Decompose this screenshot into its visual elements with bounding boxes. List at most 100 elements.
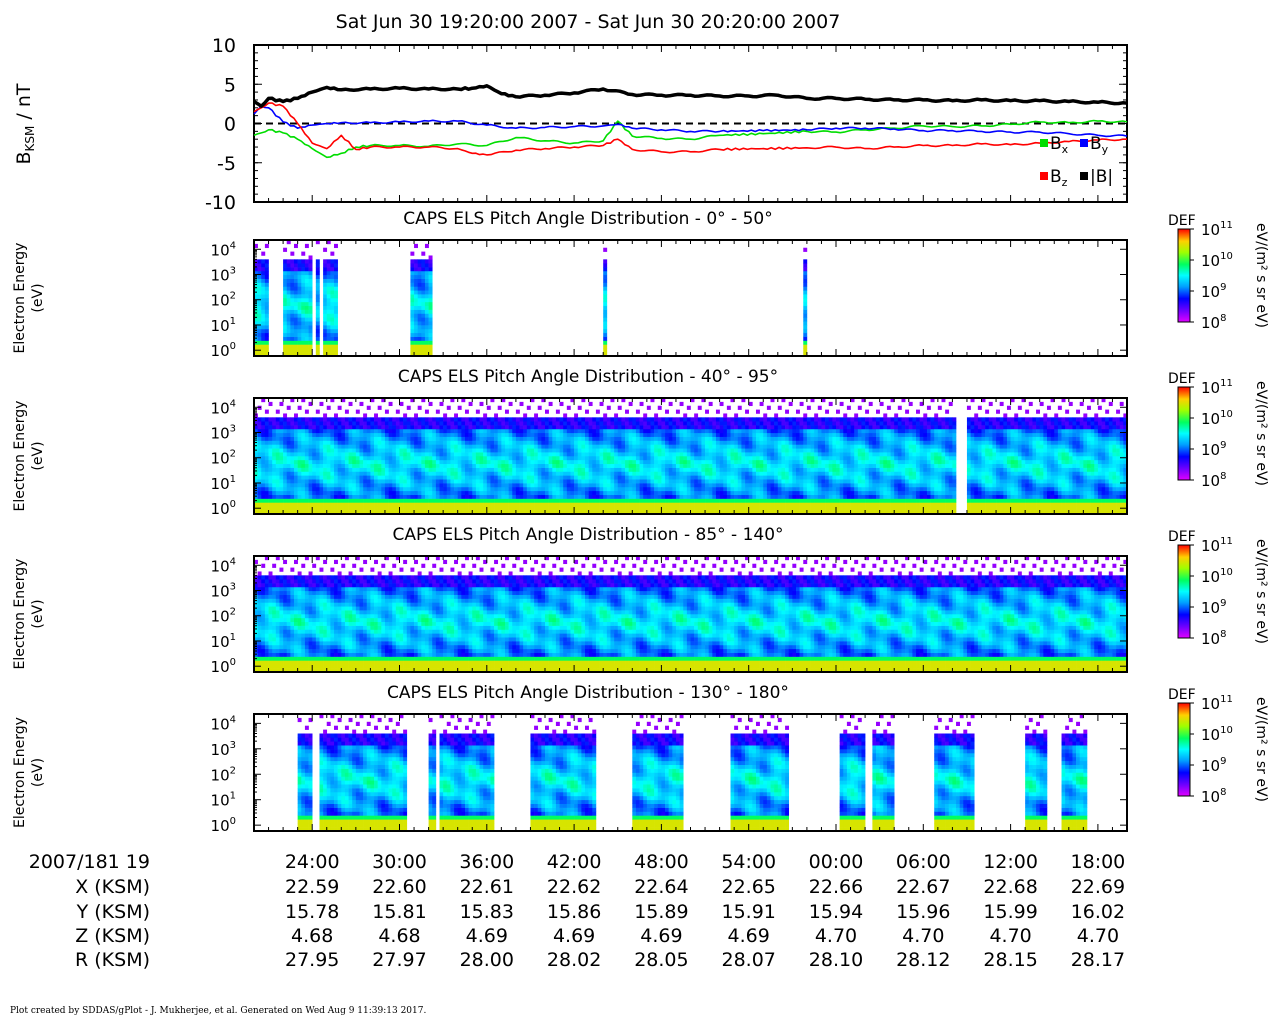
spectrogram-cell: [548, 510, 553, 515]
spectrogram-cell: [781, 428, 786, 434]
spectrogram-cell: [359, 494, 364, 499]
spectrogram-cell: [621, 459, 626, 465]
spectrogram-cell: [683, 479, 688, 484]
spectrogram-cell: [377, 440, 382, 445]
spectrogram-cell: [297, 432, 302, 437]
spectrogram-cell: [297, 467, 302, 472]
spectrogram-cell: [432, 425, 437, 430]
spectrogram-cell: [657, 425, 662, 430]
spectrogram-cell: [639, 471, 644, 476]
spectrogram-cell: [315, 352, 320, 357]
spectrogram-cell: [646, 425, 651, 430]
spectrogram-cell: [515, 432, 520, 437]
spectrogram-cell: [705, 417, 709, 422]
spectrogram-cell: [475, 428, 480, 434]
spectrogram-cell: [450, 448, 455, 453]
spectrogram-cell: [595, 452, 600, 457]
spectrogram-cell: [257, 463, 262, 468]
spectrogram-cell: [763, 494, 768, 499]
spectrogram-cell: [359, 463, 364, 468]
spectrogram-cell: [490, 479, 495, 484]
spectrogram-cell: [715, 409, 720, 414]
spectrogram-cell: [595, 421, 600, 426]
spectrogram-cell: [370, 483, 375, 488]
spectrogram-cell: [424, 432, 429, 437]
spectrogram-cell: [723, 432, 728, 437]
spectrogram-cell: [759, 452, 764, 457]
spectrogram-cell: [450, 463, 455, 468]
spectrogram-cell: [475, 436, 480, 441]
spectrogram-cell: [483, 417, 488, 422]
spectrogram-cell: [701, 456, 706, 461]
spectrogram-cell: [381, 448, 386, 453]
spectrogram-cell: [406, 483, 411, 488]
spectrogram-cell: [774, 452, 779, 457]
spectrogram-cell: [530, 483, 535, 488]
spectrogram-cell: [286, 325, 291, 330]
spectrogram-cell: [261, 309, 266, 314]
spectrogram-cell: [283, 510, 288, 515]
spectrogram-cell: [454, 444, 458, 449]
spectrogram-cell: [497, 471, 502, 476]
spectrogram-cell: [392, 483, 397, 488]
spectrogram-cell: [388, 432, 393, 437]
spectrogram-cell: [654, 413, 659, 418]
spectrogram-cell: [770, 471, 775, 476]
spectrogram-cell: [377, 506, 382, 511]
spectrogram-cell: [294, 336, 298, 341]
spectrogram-cell: [381, 456, 386, 461]
spectrogram-cell: [475, 463, 480, 468]
spectrogram-cell: [283, 448, 288, 453]
spectrogram-cell: [512, 483, 517, 488]
spectrogram-cell: [424, 317, 429, 322]
spectrogram-cell: [766, 490, 771, 495]
spectrogram-cell: [661, 510, 666, 515]
spectrogram-cell: [454, 417, 458, 422]
spectrogram-cell: [534, 471, 539, 476]
spectrogram-cell: [621, 471, 626, 476]
spectrogram-cell: [417, 425, 422, 430]
spectrogram-cell: [566, 428, 571, 434]
spectrogram-cell: [366, 421, 371, 426]
spectrogram-cell: [254, 471, 258, 476]
spectrogram-cell: [279, 502, 284, 507]
spectrogram-cell: [286, 432, 291, 437]
spectrogram-cell: [730, 456, 735, 461]
spectrogram-cell: [406, 475, 411, 480]
spectrogram-cell: [523, 456, 528, 461]
spectrogram-cell: [643, 467, 648, 472]
spectrogram-cell: [723, 440, 728, 445]
spectrogram-cell: [486, 436, 491, 441]
spectrogram-cell: [530, 417, 535, 422]
spectrogram-cell: [461, 463, 466, 468]
spectrogram-cell: [494, 510, 499, 515]
spectrogram-cell: [574, 510, 579, 515]
spectrogram-cell: [537, 498, 542, 503]
spectrogram-cell: [494, 428, 499, 434]
spectrogram-cell: [595, 432, 600, 437]
spectrogram-cell: [279, 428, 284, 434]
spectrogram-cell: [563, 448, 568, 453]
spectrogram-cell: [799, 498, 804, 503]
spectrogram-cell: [359, 425, 364, 430]
spectrogram-cell: [450, 494, 455, 499]
spectrogram-cell: [675, 456, 680, 461]
spectrogram-cell: [545, 490, 549, 495]
spectrogram-cell: [439, 448, 444, 453]
spectrogram-cell: [635, 510, 640, 515]
spectrogram-cell: [326, 340, 331, 345]
spectrogram-cell: [475, 421, 480, 426]
spectrogram-cell: [428, 494, 433, 499]
spectrogram-cell: [774, 467, 779, 472]
spectrogram-cell: [304, 494, 309, 499]
spectrogram-cell: [515, 452, 520, 457]
spectrogram-cell: [384, 479, 389, 484]
spectrogram-cell: [283, 259, 288, 264]
spectrogram-cell: [388, 467, 393, 472]
spectrogram-cell: [723, 506, 728, 511]
spectrogram-cell: [399, 506, 404, 511]
spectrogram-cell: [530, 428, 535, 434]
spectrogram-cell: [286, 463, 291, 468]
legend-swatch: [1080, 172, 1088, 180]
spectrogram-cell: [661, 502, 666, 507]
